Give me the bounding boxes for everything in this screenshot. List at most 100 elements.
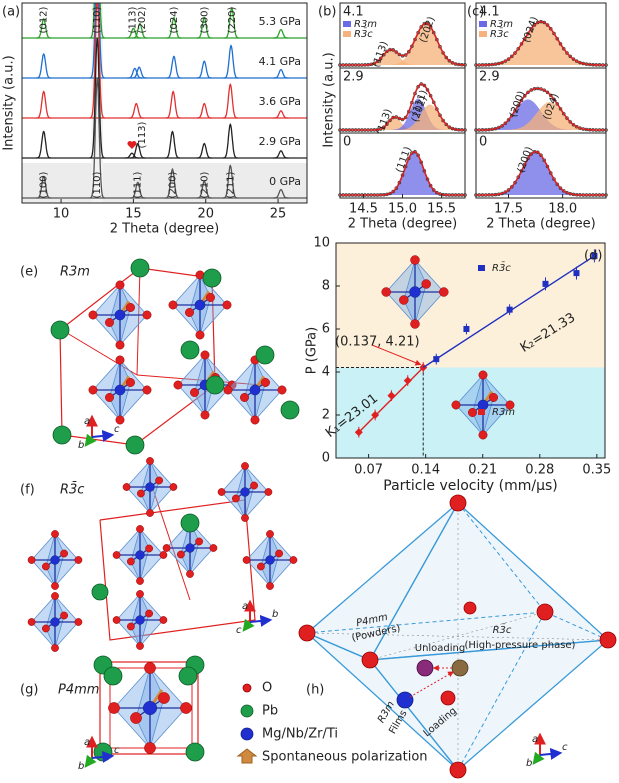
b-atom (114, 309, 126, 321)
x-tick-label: 10 (53, 207, 70, 222)
axis-label: c (236, 625, 242, 636)
o-atom (241, 462, 249, 470)
o-atom (27, 618, 36, 626)
x-tick-label: 18.0 (548, 202, 577, 217)
peak-label: (111) (133, 171, 144, 198)
y-tick-label: 8 (322, 279, 330, 294)
data-dot (529, 27, 533, 31)
o-atom (136, 525, 144, 533)
x-axis-label: 2 Theta (degree) (110, 222, 219, 237)
axis-arrow (532, 751, 545, 765)
o-atom (115, 340, 125, 350)
octahedron (168, 270, 232, 340)
atom (205, 375, 225, 395)
xrd-peak (222, 83, 238, 119)
o-atom (241, 514, 249, 522)
xrd-peak (166, 55, 182, 79)
xrd-peak (273, 68, 289, 79)
o-atom (162, 544, 171, 552)
legend-label: Mg/Nb/Zr/Ti (262, 727, 338, 742)
point (542, 280, 549, 287)
phase-label: P4mm (58, 683, 99, 698)
heart (127, 141, 137, 149)
data-dot (552, 97, 556, 102)
panel-label: (e) (20, 265, 38, 280)
y-axis-label: Intensity (a.u.) (322, 52, 337, 147)
b-atom (145, 482, 155, 492)
b-atom (142, 700, 158, 716)
axis-arrow (539, 747, 563, 760)
fit-component (483, 151, 588, 195)
peak-label: (220) (227, 6, 238, 33)
atom (255, 345, 275, 365)
fit-curve (340, 151, 465, 196)
o-atom (266, 530, 274, 538)
x-tick-label: 0.21 (468, 463, 497, 478)
peak-label: (110) (92, 171, 103, 198)
xrd-peak (273, 150, 289, 159)
peak-label: (202) (137, 6, 148, 33)
data-dot (382, 53, 386, 57)
o-atom (209, 544, 218, 552)
atom (180, 513, 200, 533)
xrd-peak (222, 164, 238, 199)
o-atom (421, 279, 431, 289)
xrd-peak (222, 123, 238, 159)
xrd-peak (164, 167, 180, 199)
subpanel-label: 0 (479, 135, 487, 150)
o-atom (127, 557, 135, 566)
o-atom (240, 393, 249, 402)
legend-swatch (343, 31, 351, 37)
cell (99, 499, 256, 641)
y-tick-label: 0 (322, 451, 330, 466)
o-atom (410, 319, 420, 329)
data-dot (516, 46, 520, 51)
data-dot (447, 59, 452, 63)
point (371, 411, 380, 419)
o-atom (266, 582, 274, 590)
band (91, 3, 104, 203)
o-atom (223, 385, 233, 395)
strip-bg (22, 163, 307, 203)
data-dot (506, 118, 511, 122)
axis-label: a (242, 601, 248, 612)
o-atom (137, 489, 145, 498)
frame (335, 242, 606, 459)
series-label: 4.1 GPa (259, 55, 301, 68)
octahedron (217, 462, 273, 522)
atom (242, 683, 252, 693)
b-atom (249, 384, 261, 396)
fit-component (497, 102, 602, 130)
o-atom (145, 609, 153, 618)
octahedron (112, 590, 168, 650)
axis-arrow (91, 429, 115, 442)
axis-label: c (114, 745, 120, 756)
legend-swatch (479, 21, 487, 27)
panel-label: (d) (584, 249, 602, 264)
x-tick-label: 15 (125, 207, 142, 222)
fit-component (392, 104, 468, 130)
o-atom (277, 385, 287, 395)
b-atom (194, 299, 206, 311)
data-dot (510, 185, 514, 189)
xrd-peak (131, 66, 147, 79)
legend-label: Spontaneous polarization (262, 750, 428, 765)
fit-curve (476, 150, 606, 196)
atom (180, 340, 200, 360)
axis-arrow (249, 614, 273, 627)
o-atom (145, 544, 153, 553)
o-atom (142, 310, 152, 320)
xrd-peak (128, 102, 144, 119)
x-tick-label: 14.5 (349, 202, 378, 217)
octahedron (27, 592, 83, 652)
atom (202, 268, 222, 288)
o-atom (115, 355, 125, 365)
xrd-peak (89, 3, 105, 79)
subpanel-label: 2.9 (479, 70, 500, 85)
axis-label: c (562, 742, 568, 753)
legend-label: R3̄c (490, 27, 509, 40)
legend-label: R3̄c (492, 261, 511, 274)
point (354, 428, 363, 437)
o-atom (186, 570, 194, 578)
o-atom (505, 400, 515, 410)
